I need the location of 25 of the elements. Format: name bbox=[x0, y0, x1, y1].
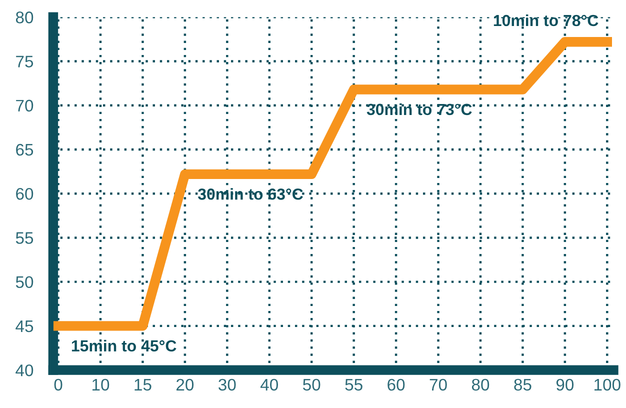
y-tick-label: 60 bbox=[16, 188, 34, 200]
x-tick-label: 70 bbox=[430, 378, 447, 391]
x-tick-label: 10 bbox=[92, 378, 110, 391]
x-tick-label: 15 bbox=[134, 379, 152, 391]
y-tick-label: 70 bbox=[16, 100, 34, 112]
x-tick-label: 20 bbox=[176, 378, 194, 391]
y-tick-label: 50 bbox=[16, 276, 34, 288]
y-tick-label: 55 bbox=[16, 232, 34, 244]
y-tick-label: 80 bbox=[16, 12, 34, 24]
y-tick-label: 75 bbox=[16, 56, 34, 68]
y-tick-label: 45 bbox=[16, 320, 34, 332]
x-tick-label: 90 bbox=[556, 378, 574, 391]
x-tick-label: 60 bbox=[388, 378, 405, 391]
y-tick-label: 65 bbox=[16, 144, 34, 156]
annotation: 15min to 45°C bbox=[72, 340, 176, 352]
x-tick-label: 40 bbox=[260, 378, 278, 391]
x-tick-label: 50 bbox=[303, 378, 320, 391]
x-tick-label: 100 bbox=[594, 378, 620, 391]
x-tick-label: 85 bbox=[514, 378, 532, 391]
x-tick-label: 30 bbox=[218, 378, 236, 391]
x-tick-label: 0 bbox=[54, 378, 62, 391]
x-tick-label: 80 bbox=[472, 378, 490, 391]
y-tick-label: 40 bbox=[16, 364, 34, 376]
annotation: 10min to 78°C bbox=[494, 14, 598, 26]
x-tick-label: 55 bbox=[345, 379, 362, 391]
